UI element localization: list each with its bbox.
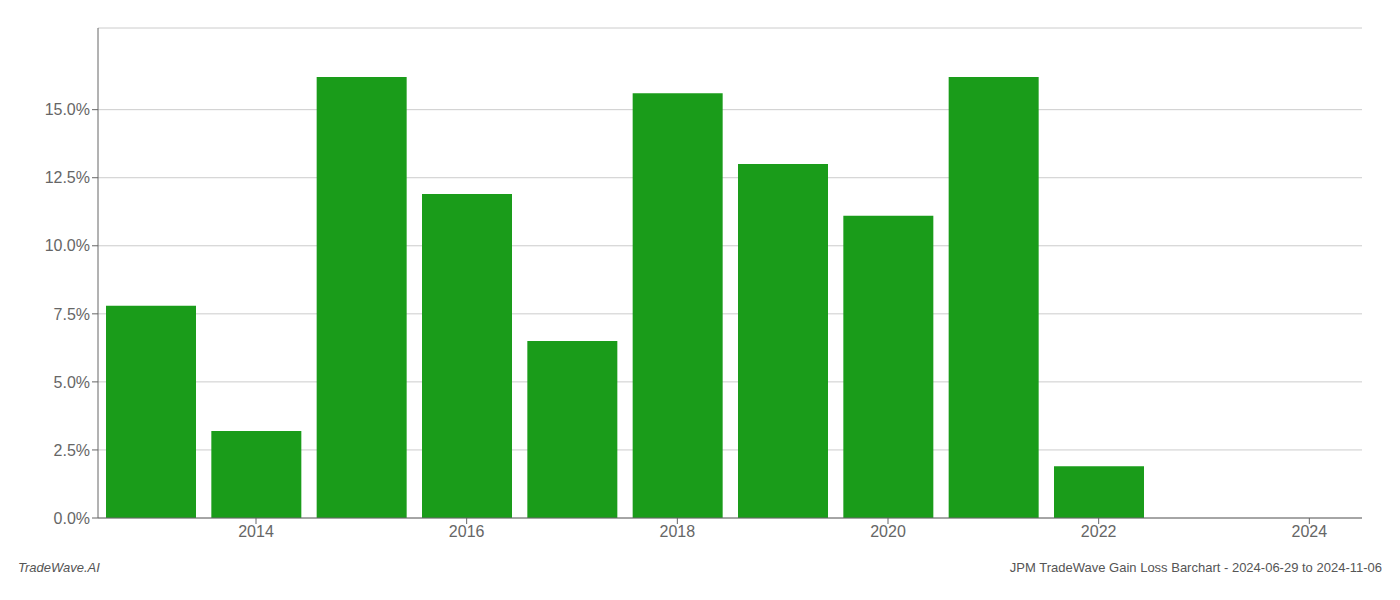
html-text:JPM TradeWave Gain Loss Barcha: JPM TradeWave Gain Loss Barchart - 2024-… [1009,560,1382,575]
svg-text:2.5%: 2.5% [54,442,90,459]
svg-text:15.0%: 15.0% [45,101,90,118]
svg-text:2014: 2014 [238,523,274,540]
svg-text:5.0%: 5.0% [54,374,90,391]
svg-text:7.5%: 7.5% [54,306,90,323]
svg-text:10.0%: 10.0% [45,237,90,254]
svg-text:0.0%: 0.0% [54,510,90,527]
svg-text:2016: 2016 [449,523,485,540]
svg-text:2022: 2022 [1081,523,1117,540]
html-text:TradeWave.AI: TradeWave.AI [18,560,100,575]
svg-text:2020: 2020 [870,523,906,540]
svg-text:2018: 2018 [660,523,696,540]
svg-text:12.5%: 12.5% [45,169,90,186]
svg-text:2024: 2024 [1292,523,1328,540]
